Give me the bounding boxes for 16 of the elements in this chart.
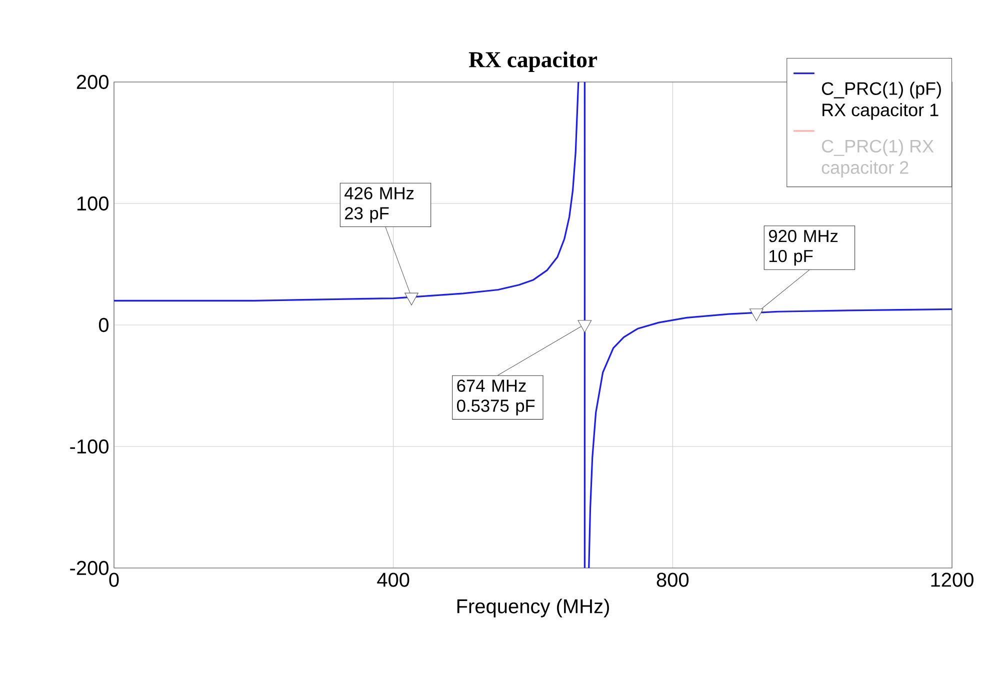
chart-title: RX capacitor: [468, 51, 598, 72]
x-tick-label: 800: [656, 572, 689, 587]
x-axis-title: Frequency (MHz): [457, 598, 609, 618]
y-tick-label: 200: [76, 74, 108, 90]
annotation: 674 MHz 0.5375 pF: [457, 380, 535, 416]
y-tick-label: -200: [70, 560, 108, 576]
x-tick-label: 0: [109, 572, 119, 587]
x-tick-label: 400: [377, 572, 410, 587]
legend-label: C_PRC(1) RX capacitor 2: [822, 139, 934, 178]
y-tick-label: 0: [98, 318, 108, 332]
annotation: 920 MHz 10 pF: [768, 230, 838, 266]
text: C_PRC(1) (pF) RX capacitor 1: [822, 82, 941, 120]
y-tick-label: -100: [70, 439, 108, 454]
y-tick-label: 100: [77, 196, 108, 211]
annotation: 426 MHz 23 pF: [344, 187, 414, 223]
x-tick-label: 1200: [931, 572, 974, 587]
